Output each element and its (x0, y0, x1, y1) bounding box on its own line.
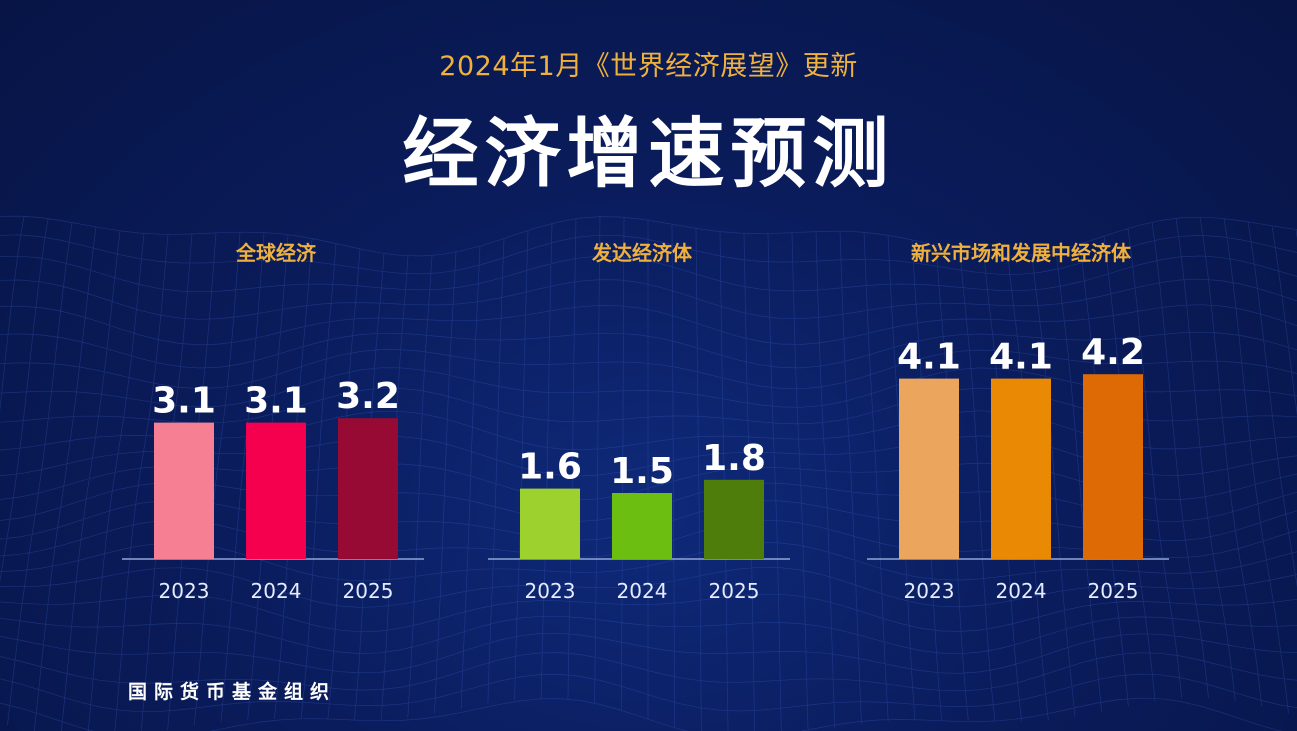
data-label: 4.1 (897, 337, 961, 378)
chart-title: 新兴市场和发展中经济体 (911, 241, 1132, 265)
bar-2024 (246, 422, 306, 559)
data-label: 1.5 (610, 451, 674, 492)
data-label: 3.1 (244, 381, 308, 422)
bar-2023 (899, 378, 959, 559)
x-tick-label: 2023 (159, 579, 210, 603)
bar-2023 (520, 488, 580, 559)
chart-title: 发达经济体 (591, 241, 693, 265)
chart-1: 全球经济 3.1 2023 3.1 2024 3.2 2025 (122, 241, 424, 603)
x-tick-label: 2023 (904, 579, 955, 603)
bar-2023 (154, 422, 214, 559)
x-tick-label: 2024 (996, 579, 1047, 603)
chart-title: 全球经济 (235, 241, 317, 265)
data-label: 1.8 (702, 438, 766, 479)
chart-3: 新兴市场和发展中经济体 4.1 2023 4.1 2024 4.2 2025 (867, 241, 1169, 603)
data-label: 3.1 (152, 381, 216, 422)
x-tick-label: 2023 (525, 579, 576, 603)
bar-2025 (1083, 374, 1143, 559)
chart-2: 发达经济体 1.6 2023 1.5 2024 1.8 2025 (488, 241, 790, 603)
data-label: 1.6 (518, 447, 582, 488)
data-label: 3.2 (336, 376, 400, 417)
data-label: 4.2 (1081, 332, 1145, 373)
data-label: 4.1 (989, 337, 1053, 378)
bar-2024 (612, 493, 672, 559)
source-label: 国际货币基金组织 (128, 681, 337, 703)
x-tick-label: 2025 (1088, 579, 1139, 603)
page-title: 经济增速预测 (402, 109, 895, 198)
x-tick-label: 2024 (617, 579, 668, 603)
bar-2024 (991, 378, 1051, 559)
x-tick-label: 2025 (343, 579, 394, 603)
subtitle: 2024年1月《世界经济展望》更新 (439, 51, 858, 82)
bar-2025 (338, 418, 398, 559)
x-tick-label: 2025 (709, 579, 760, 603)
x-tick-label: 2024 (251, 579, 302, 603)
bar-2025 (704, 479, 764, 559)
